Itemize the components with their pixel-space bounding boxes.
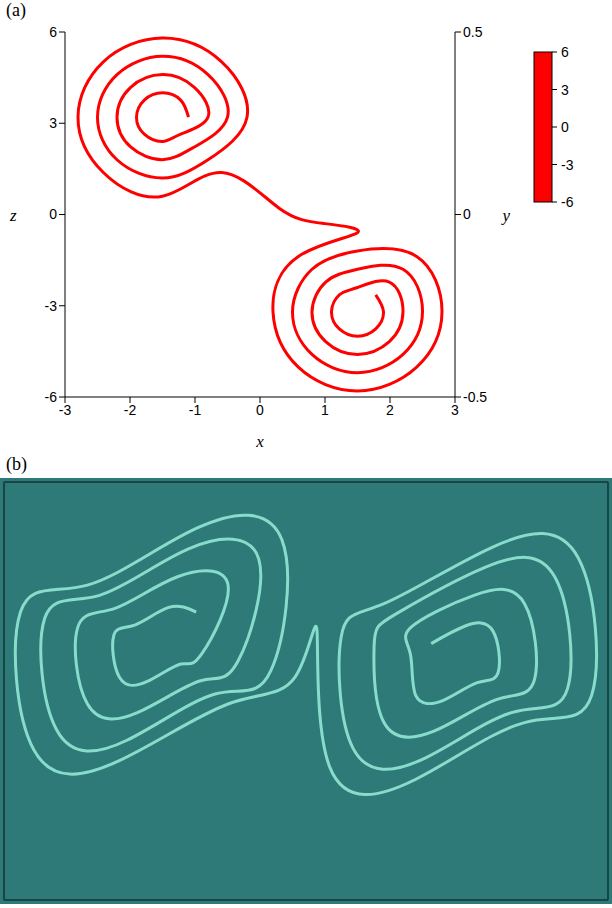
svg-text:6: 6: [49, 24, 57, 40]
svg-text:3: 3: [451, 402, 459, 418]
svg-text:x: x: [255, 432, 264, 451]
svg-text:-3: -3: [561, 157, 574, 173]
svg-text:2: 2: [386, 402, 394, 418]
svg-text:3: 3: [49, 115, 57, 131]
svg-text:0: 0: [49, 206, 57, 222]
svg-text:-6: -6: [45, 389, 58, 405]
svg-text:6: 6: [561, 44, 569, 60]
svg-text:1: 1: [321, 402, 329, 418]
svg-text:-6: -6: [561, 194, 574, 210]
svg-text:0: 0: [256, 402, 264, 418]
svg-text:0.5: 0.5: [463, 24, 483, 40]
svg-text:y: y: [500, 206, 510, 225]
svg-text:-2: -2: [124, 402, 137, 418]
svg-text:3: 3: [561, 82, 569, 98]
svg-text:0: 0: [561, 119, 569, 135]
svg-text:-1: -1: [189, 402, 202, 418]
svg-text:-3: -3: [59, 402, 72, 418]
svg-text:z: z: [9, 206, 17, 225]
html-text:(b): (b): [6, 454, 27, 474]
html-text:(a): (a): [6, 0, 26, 20]
svg-text:-3: -3: [45, 298, 58, 314]
svg-text:0: 0: [463, 206, 471, 222]
svg-text:-0.5: -0.5: [463, 389, 487, 405]
